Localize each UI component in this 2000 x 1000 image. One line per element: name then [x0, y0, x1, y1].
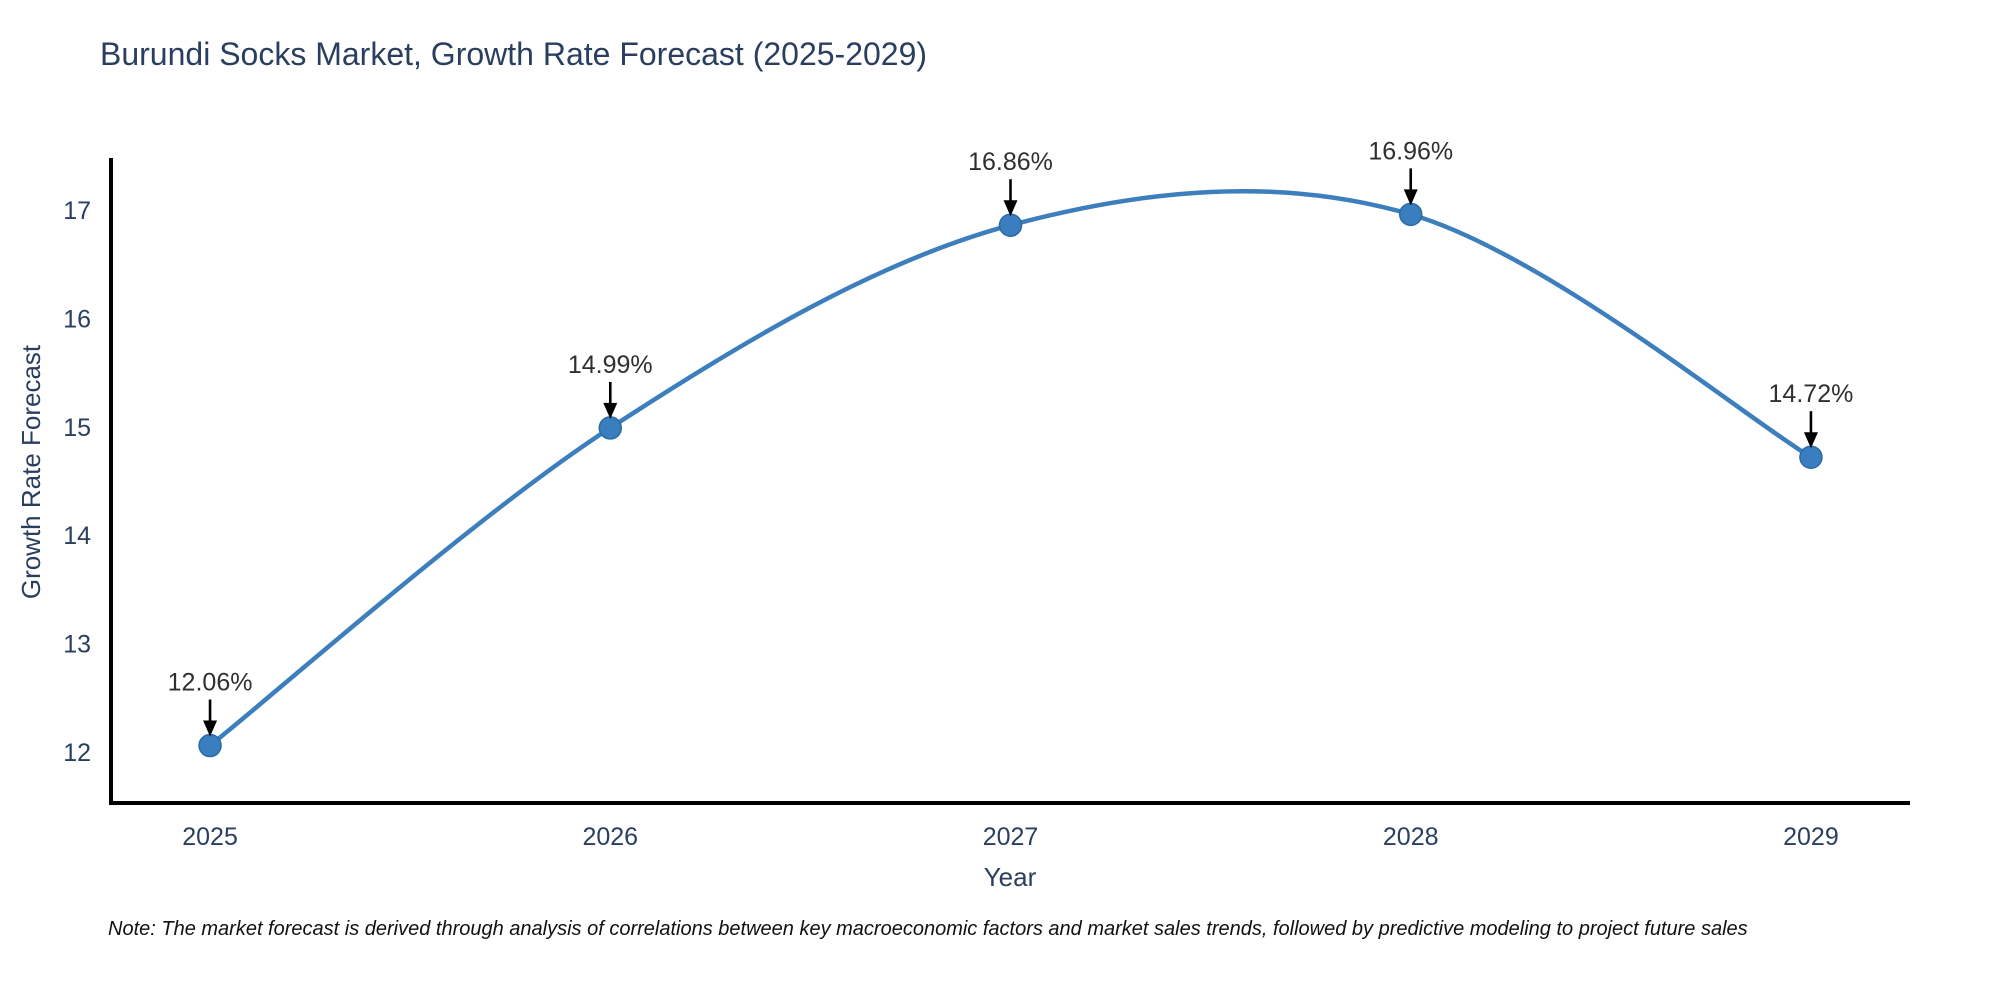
y-tick-label: 12: [63, 739, 91, 767]
y-tick-label: 14: [63, 522, 91, 550]
data-point-label: 16.96%: [1368, 137, 1453, 165]
y-tick-label: 16: [63, 305, 91, 333]
data-point-marker: [198, 733, 222, 758]
data-point-marker: [1398, 202, 1423, 227]
annotation-arrow-head: [1403, 189, 1418, 206]
data-point-marker: [1799, 445, 1823, 469]
data-point-label: 14.72%: [1769, 380, 1854, 408]
y-tick-label: 13: [63, 631, 91, 659]
annotation-arrow-head: [1803, 432, 1818, 449]
x-tick-label: 2025: [182, 823, 238, 851]
x-tick-label: 2026: [582, 823, 638, 851]
y-tick-label: 17: [63, 197, 91, 225]
y-tick-label: 15: [63, 414, 91, 442]
forecast-line: [207, 188, 1814, 748]
footnote: Note: The market forecast is derived thr…: [108, 918, 1748, 940]
chart-title: Burundi Socks Market, Growth Rate Foreca…: [100, 36, 928, 72]
data-point-label: 12.06%: [168, 669, 253, 697]
data-point-marker: [598, 416, 623, 440]
x-tick-label: 2027: [983, 823, 1039, 851]
x-tick-label: 2029: [1783, 823, 1839, 851]
x-tick-label: 2028: [1383, 823, 1439, 851]
annotation-arrow-head: [1003, 200, 1018, 217]
x-axis-title: Year: [983, 862, 1037, 892]
data-point-marker: [998, 213, 1023, 237]
data-point-label: 14.99%: [568, 351, 653, 379]
annotation-arrow-head: [603, 402, 618, 419]
annotation-arrow-head: [203, 720, 218, 737]
data-point-label: 16.86%: [968, 148, 1053, 176]
